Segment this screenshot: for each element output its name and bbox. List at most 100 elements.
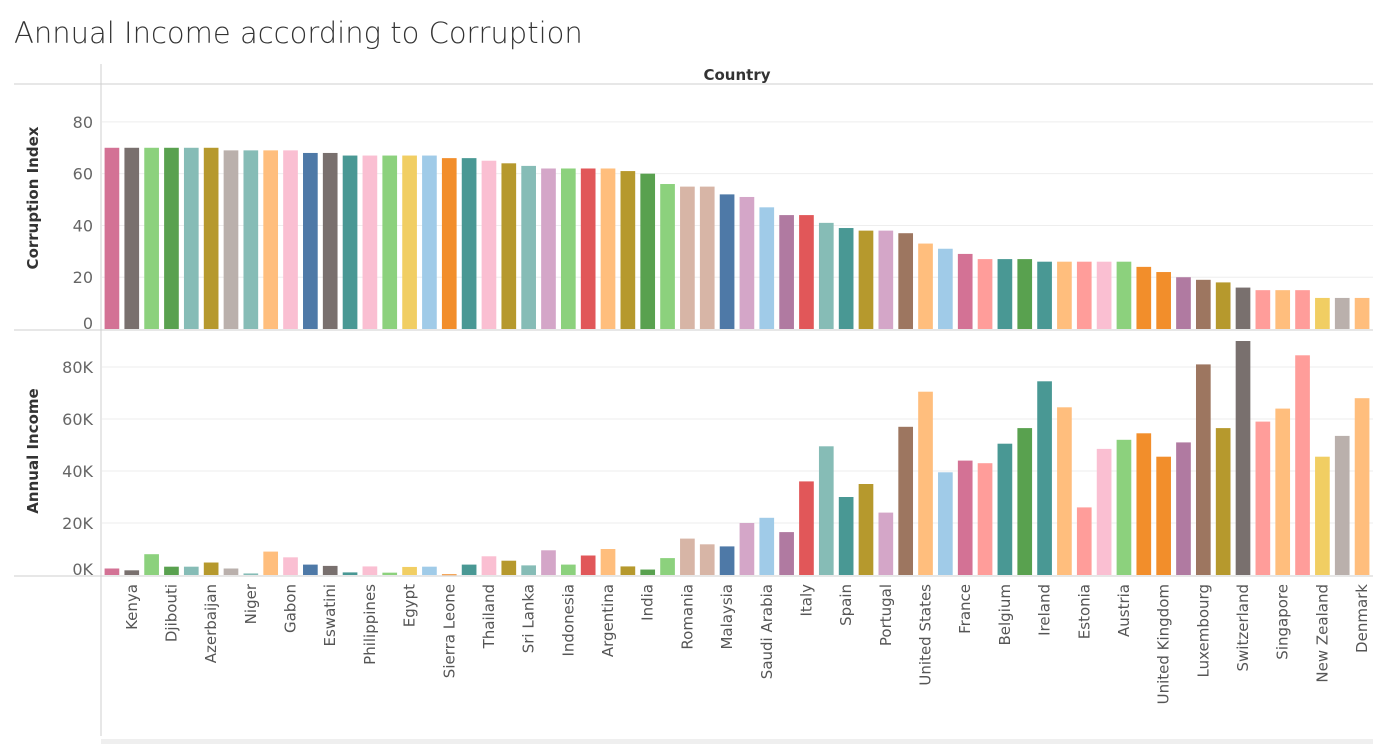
corruption-bar[interactable] [957,253,973,329]
corruption-bar[interactable] [342,155,358,329]
income-bar[interactable] [303,564,318,575]
income-bar[interactable] [660,558,675,575]
corruption-bar[interactable] [1037,261,1052,329]
corruption-bar[interactable] [1275,290,1291,329]
income-bar[interactable] [144,554,159,575]
corruption-bar[interactable] [243,150,259,329]
corruption-bar[interactable] [422,155,437,329]
corruption-bar[interactable] [739,196,755,329]
income-bar[interactable] [441,574,457,576]
income-bar[interactable] [1116,439,1132,575]
bottom-scrollbar[interactable] [101,739,1373,744]
corruption-bar[interactable] [1215,282,1231,329]
income-bar[interactable] [898,426,914,575]
income-bar[interactable] [779,532,794,575]
income-bar[interactable] [422,566,437,575]
corruption-bar[interactable] [1017,259,1033,329]
corruption-bar[interactable] [164,147,179,329]
income-bar[interactable] [461,564,477,575]
corruption-bar[interactable] [997,259,1013,329]
corruption-bar[interactable] [898,233,914,329]
corruption-bar[interactable] [620,171,636,329]
corruption-bar[interactable] [1096,261,1112,329]
income-bar[interactable] [104,568,120,576]
income-bar[interactable] [580,555,596,576]
corruption-bar[interactable] [719,194,735,329]
income-bar[interactable] [1195,364,1211,575]
corruption-bar[interactable] [600,168,616,329]
income-bar[interactable] [541,550,556,575]
corruption-bar[interactable] [461,158,477,329]
income-bar[interactable] [223,568,239,576]
income-bar[interactable] [1255,421,1271,575]
income-bar[interactable] [918,391,933,575]
income-bar[interactable] [818,446,834,575]
income-bar[interactable] [402,566,417,575]
corruption-bar[interactable] [938,248,953,329]
corruption-bar[interactable] [759,207,775,329]
income-bar[interactable] [838,497,854,575]
corruption-bar[interactable] [303,152,318,329]
income-bar[interactable] [719,546,735,575]
corruption-bar[interactable] [560,168,576,329]
income-bar[interactable] [1295,355,1310,575]
income-bar[interactable] [799,481,814,575]
corruption-bar[interactable] [1334,297,1350,329]
income-bar[interactable] [283,557,298,575]
income-bar[interactable] [1057,407,1072,575]
corruption-bar[interactable] [1295,290,1310,329]
corruption-bar[interactable] [362,155,378,329]
corruption-bar[interactable] [838,228,854,329]
income-bar[interactable] [739,523,755,575]
corruption-bar[interactable] [1057,261,1072,329]
income-bar[interactable] [342,572,358,575]
corruption-bar[interactable] [858,230,874,329]
income-bar[interactable] [1037,381,1052,575]
income-bar[interactable] [1334,435,1350,575]
corruption-bar[interactable] [402,155,417,329]
corruption-bar[interactable] [144,147,159,329]
income-bar[interactable] [203,562,219,575]
corruption-bar[interactable] [541,168,556,329]
income-bar[interactable] [878,512,894,575]
income-bar[interactable] [362,566,378,575]
corruption-bar[interactable] [283,150,298,329]
income-bar[interactable] [1096,448,1112,575]
corruption-bar[interactable] [779,215,794,329]
corruption-bar[interactable] [263,150,279,329]
corruption-bar[interactable] [660,184,675,329]
income-bar[interactable] [640,569,656,575]
income-bar[interactable] [124,570,140,575]
corruption-bar[interactable] [699,186,715,329]
income-bar[interactable] [1156,456,1171,575]
corruption-bar[interactable] [1156,272,1171,329]
corruption-bar[interactable] [223,150,239,329]
corruption-bar[interactable] [977,259,993,329]
corruption-bar[interactable] [1136,266,1152,329]
income-bar[interactable] [481,556,497,575]
income-bar[interactable] [1136,433,1152,575]
income-bar[interactable] [1315,456,1330,575]
income-bar[interactable] [858,484,874,575]
corruption-bar[interactable] [680,186,695,329]
income-bar[interactable] [1017,428,1033,575]
corruption-bar[interactable] [1195,279,1211,329]
income-bar[interactable] [243,573,259,575]
income-bar[interactable] [322,565,338,575]
income-bar[interactable] [1275,408,1291,575]
income-bar[interactable] [600,549,616,575]
corruption-bar[interactable] [1235,287,1251,329]
income-bar[interactable] [1076,507,1092,575]
income-bar[interactable] [1354,398,1370,575]
corruption-bar[interactable] [322,152,338,329]
income-bar[interactable] [521,565,536,575]
income-bar[interactable] [759,517,775,575]
income-bar[interactable] [699,544,715,575]
corruption-bar[interactable] [580,168,596,329]
corruption-bar[interactable] [1116,261,1132,329]
corruption-bar[interactable] [818,222,834,329]
corruption-bar[interactable] [104,147,120,329]
income-bar[interactable] [1215,428,1231,575]
income-bar[interactable] [1235,341,1251,575]
corruption-bar[interactable] [799,215,814,329]
